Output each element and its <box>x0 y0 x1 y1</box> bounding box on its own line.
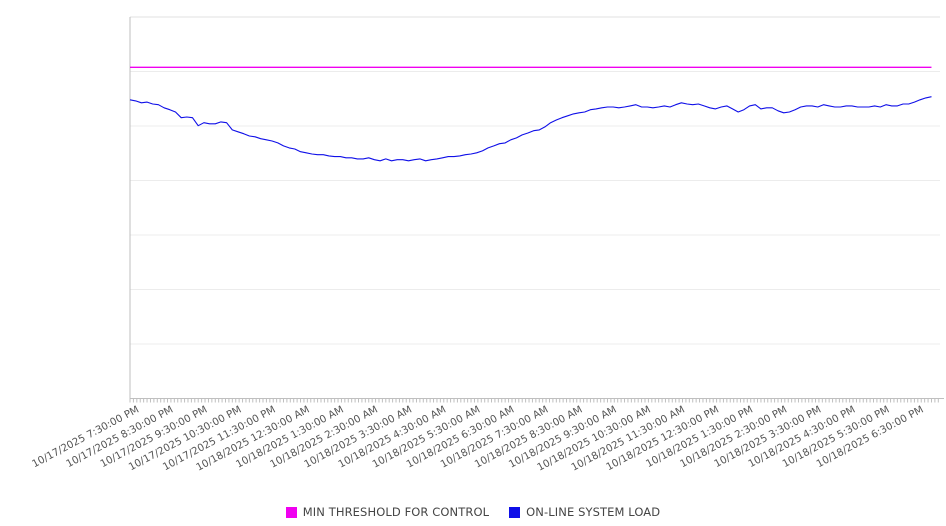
system-load-line <box>129 96 932 162</box>
min-threshold-swatch-icon <box>285 506 297 518</box>
legend-item-system-load[interactable]: ON-LINE SYSTEM LOAD <box>509 505 660 519</box>
chart-legend: MIN THRESHOLD FOR CONTROL ON-LINE SYSTEM… <box>0 498 946 526</box>
legend-label: ON-LINE SYSTEM LOAD <box>526 505 661 519</box>
system-load-swatch-icon <box>509 506 521 518</box>
legend-label: MIN THRESHOLD FOR CONTROL <box>302 505 490 519</box>
legend-item-min-threshold[interactable]: MIN THRESHOLD FOR CONTROL <box>285 505 490 519</box>
